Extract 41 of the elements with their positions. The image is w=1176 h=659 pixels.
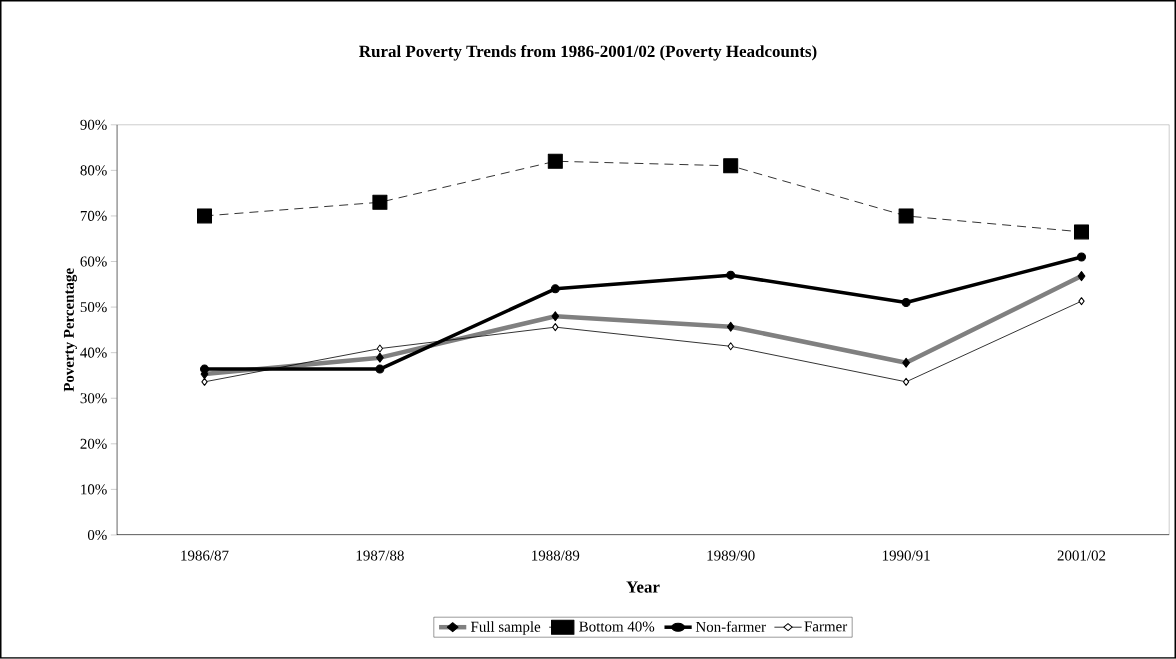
y-tick-label: 0% [87,530,107,541]
point [723,158,739,174]
x-tick-label: 1990/91 [882,550,930,561]
point [902,377,910,386]
point [547,153,563,169]
x-tick-label: 1986/87 [181,550,229,561]
y-tick-label: 10% [81,484,107,495]
point [552,323,559,332]
point [898,208,914,224]
legend-label: Bottom 40% [579,621,655,632]
x-axis-title: Year [626,581,660,593]
point [197,208,213,224]
x-tick-label: 1988/89 [532,550,580,561]
x-tick-label: 1987/88 [356,550,404,561]
x-tick-label: 2001/02 [1057,550,1106,561]
point [1073,224,1089,240]
y-tick-label: 80% [80,165,107,176]
x-tick-label: 1989/90 [707,550,755,561]
point [550,284,560,294]
y-tick-label: 30% [80,393,107,404]
point [901,298,911,308]
point [375,364,385,374]
point [200,364,210,374]
point [201,377,208,386]
y-tick-label: 40% [80,347,107,358]
point [372,194,388,210]
y-tick-label: 60% [80,256,107,267]
y-tick-label: 70% [80,210,107,222]
legend-label: Non-farmer [695,621,766,632]
legend-label: Farmer [804,621,848,632]
y-axis-title: Poverty Percentage [63,268,78,392]
legend-label: Full sample [470,621,541,635]
y-tick-label: 20% [80,438,107,449]
point [1076,252,1086,262]
point [726,270,736,280]
point [376,344,384,353]
chart-title: Rural Poverty Trends from 1986-2001/02 (Poverty Headcounts) [359,45,817,61]
point [727,342,734,351]
y-tick-label: 90% [80,119,107,130]
y-tick-label: 50% [80,302,107,313]
point [1078,297,1085,306]
